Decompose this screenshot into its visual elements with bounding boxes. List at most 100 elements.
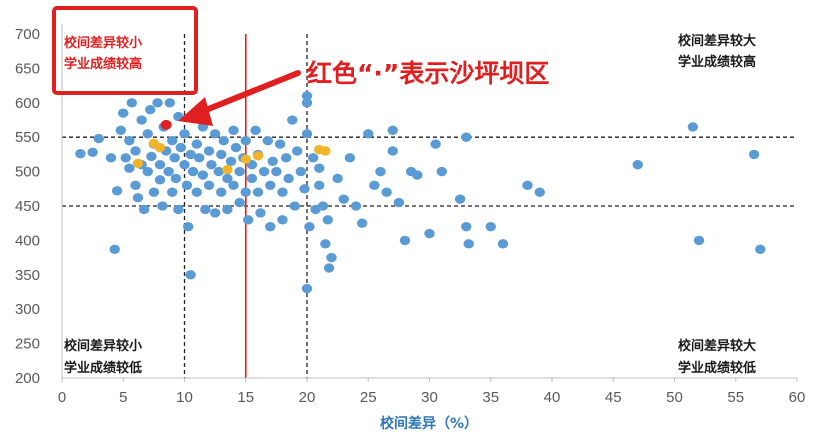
data-point — [241, 188, 251, 197]
data-point — [216, 188, 226, 197]
data-point — [430, 139, 440, 148]
data-point — [400, 236, 410, 245]
data-point — [694, 236, 704, 245]
data-point — [250, 126, 260, 135]
data-point — [296, 167, 306, 176]
data-point — [381, 188, 391, 197]
data-point — [106, 153, 116, 162]
quadrant-label-top-right-line2: 学业成绩较高 — [678, 54, 756, 70]
data-point — [394, 198, 404, 207]
x-tick-label: 60 — [789, 389, 806, 406]
data-point — [318, 201, 328, 210]
x-axis-label: 校间差异（%） — [380, 415, 478, 432]
data-point — [253, 188, 263, 197]
data-point — [173, 205, 183, 214]
data-point — [314, 181, 324, 190]
x-tick-label: 45 — [605, 389, 622, 406]
quadrant-label-bottom-left-line1: 校间差异较小 — [64, 338, 142, 354]
data-point — [200, 205, 210, 214]
data-point — [145, 105, 155, 114]
data-point — [243, 215, 253, 224]
data-point — [277, 215, 287, 224]
data-point — [163, 167, 173, 176]
data-point — [149, 188, 159, 197]
data-point — [375, 167, 385, 176]
data-point — [263, 136, 273, 145]
data-point — [183, 222, 193, 231]
y-tick-label: 350 — [15, 267, 40, 284]
data-point — [688, 122, 698, 131]
data-point — [324, 263, 334, 272]
data-point — [157, 201, 167, 210]
data-point — [204, 181, 214, 190]
data-point — [146, 152, 156, 161]
x-tick-label: 5 — [119, 389, 127, 406]
data-point — [116, 126, 126, 135]
data-point — [486, 222, 496, 231]
data-point — [143, 167, 153, 176]
data-point — [275, 139, 285, 148]
data-point — [255, 208, 265, 217]
data-point — [121, 153, 131, 162]
data-point — [210, 208, 220, 217]
x-tick-label: 55 — [727, 389, 744, 406]
data-point — [268, 157, 278, 166]
x-tick-label: 0 — [58, 389, 66, 406]
data-point — [749, 150, 759, 159]
data-point — [206, 160, 216, 169]
data-point — [388, 126, 398, 135]
data-point — [109, 245, 119, 254]
data-point — [234, 198, 244, 207]
data-point — [127, 98, 137, 107]
data-point — [302, 129, 312, 138]
x-tick-label: 20 — [299, 389, 316, 406]
data-point — [171, 174, 181, 183]
data-point — [133, 159, 143, 168]
data-point — [192, 139, 202, 148]
data-point — [219, 136, 229, 145]
data-point — [290, 201, 300, 210]
data-point — [345, 153, 355, 162]
y-tick-label: 500 — [15, 164, 40, 181]
data-point — [498, 239, 508, 248]
x-tick-label: 15 — [237, 389, 254, 406]
data-point — [75, 149, 85, 158]
data-point — [226, 157, 236, 166]
data-point — [176, 143, 186, 152]
data-point — [241, 155, 251, 164]
data-point — [369, 181, 379, 190]
data-point — [314, 163, 324, 172]
data-point — [130, 181, 140, 190]
x-tick-label: 30 — [421, 389, 438, 406]
data-point — [210, 129, 220, 138]
data-point — [302, 284, 312, 293]
data-point — [182, 181, 192, 190]
data-point — [522, 181, 532, 190]
x-tick-label: 10 — [176, 389, 193, 406]
data-point — [259, 167, 269, 176]
data-point — [332, 174, 342, 183]
quadrant-label-bottom-right-line1: 校间差异较大 — [678, 338, 756, 354]
data-point — [363, 129, 373, 138]
data-point — [188, 167, 198, 176]
data-point — [357, 219, 367, 228]
data-point — [198, 170, 208, 179]
x-tick-label: 40 — [544, 389, 561, 406]
data-point — [216, 150, 226, 159]
data-point — [112, 186, 122, 195]
data-point — [124, 163, 134, 172]
data-point — [118, 108, 128, 117]
data-point — [155, 175, 165, 184]
y-tick-label: 250 — [15, 336, 40, 353]
data-point — [231, 143, 241, 152]
data-point — [228, 126, 238, 135]
data-point — [265, 181, 275, 190]
data-point — [228, 181, 238, 190]
data-point — [124, 136, 134, 145]
data-point — [234, 167, 244, 176]
quadrant-label-bottom-left-line2: 学业成绩较低 — [64, 360, 142, 376]
data-point — [292, 146, 302, 155]
data-point — [281, 153, 291, 162]
data-point — [204, 146, 214, 155]
